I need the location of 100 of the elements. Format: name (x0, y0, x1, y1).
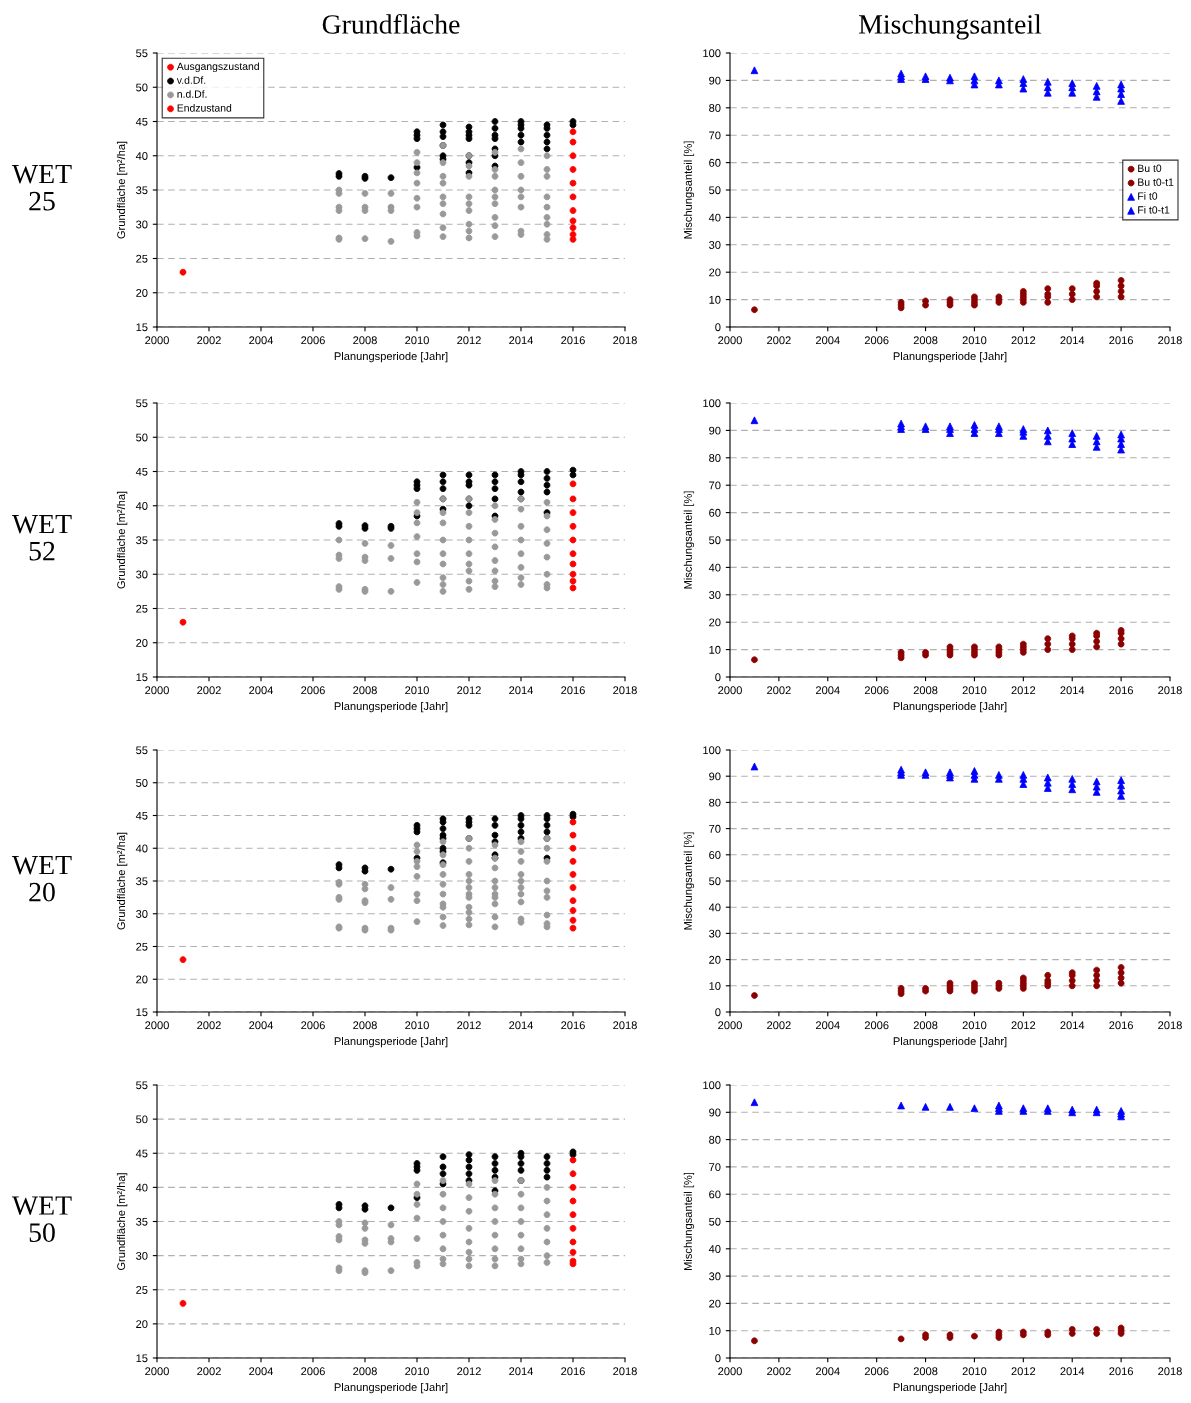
y-tick-label: 35 (136, 536, 148, 545)
x-tick-label: 2014 (509, 1367, 534, 1376)
x-tick-label: 2000 (718, 1367, 742, 1376)
text: WET 52 (11, 514, 72, 561)
x-tick-label: 2004 (815, 336, 840, 345)
x-tick-label: 2006 (301, 686, 325, 695)
y-tick-label: 80 (709, 104, 721, 112)
y-tick-label: 80 (709, 798, 721, 807)
y-tick-label: 10 (709, 982, 721, 990)
x-tick-label: 2002 (767, 336, 791, 345)
y-tick-label: 20 (709, 268, 721, 277)
x-axis-title: Planungsperiode [Jahr] (893, 701, 1007, 713)
legend-label: n.d.Df. (177, 90, 207, 98)
y-tick-label: 70 (709, 131, 721, 140)
y-tick-label: 45 (135, 1149, 148, 1158)
x-tick-label: 2018 (1158, 336, 1182, 345)
y-tick-label: 15 (136, 1008, 148, 1017)
y-tick-label: 100 (703, 49, 721, 58)
legend-label: Bu t0 (1138, 164, 1162, 172)
x-tick-label: 2014 (1060, 1367, 1085, 1376)
x-tick-label: 2016 (561, 1021, 585, 1030)
x-tick-label: 2008 (353, 686, 377, 695)
legend-label: Endzustand (177, 104, 232, 112)
y-tick-label: 20 (709, 955, 721, 964)
legend-label: v.d.Df. (176, 76, 206, 84)
y-tick-label: 30 (709, 929, 721, 938)
y-tick-label: 90 (709, 76, 721, 85)
y-tick-label: 25 (136, 942, 148, 951)
y-tick-label: 45 (135, 467, 148, 476)
y-tick-label: 50 (709, 186, 721, 195)
x-tick-label: 2000 (718, 1021, 742, 1030)
y-tick-label: 55 (136, 1081, 148, 1090)
x-tick-label: 2018 (613, 1021, 637, 1030)
y-tick-label: 55 (136, 399, 148, 408)
y-tick-label: 20 (136, 1320, 148, 1329)
x-tick-label: 2012 (457, 1021, 481, 1030)
y-tick-label: 40 (135, 844, 148, 853)
y-tick-label: 20 (136, 975, 148, 984)
y-tick-label: 40 (135, 502, 148, 510)
y-tick-label: 100 (703, 746, 721, 755)
x-tick-label: 2002 (767, 1367, 791, 1376)
y-tick-label: 40 (708, 563, 721, 572)
y-tick-label: 35 (136, 877, 148, 886)
y-axis-title: Mischungsanteil [%] (683, 491, 695, 589)
x-tick-label: 2006 (864, 1367, 889, 1376)
y-tick-label: 50 (709, 877, 721, 886)
x-tick-label: 2012 (1011, 1367, 1036, 1376)
x-tick-label: 2016 (1109, 1021, 1133, 1030)
x-tick-label: 2002 (197, 686, 221, 695)
chart-title: Grundfläche (322, 14, 460, 34)
y-tick-label: 35 (136, 1217, 148, 1226)
y-tick-label: 40 (135, 1183, 148, 1192)
y-axis-title: Mischungsanteil [%] (683, 141, 695, 239)
x-tick-label: 2018 (613, 336, 637, 345)
y-tick-label: 30 (709, 1272, 721, 1281)
y-tick-label: 50 (136, 1115, 148, 1124)
y-tick-label: 10 (709, 1326, 721, 1335)
y-tick-label: 70 (709, 1163, 721, 1172)
y-tick-label: 30 (136, 1251, 148, 1260)
x-tick-label: 2002 (767, 686, 791, 695)
y-tick-label: 0 (715, 1354, 721, 1363)
x-tick-label: 2006 (864, 336, 889, 345)
legend-label: Ausgangszustand (176, 62, 259, 73)
x-tick-label: 2010 (962, 1021, 987, 1030)
y-tick-label: 0 (715, 1008, 721, 1017)
y-tick-label: 50 (709, 536, 721, 545)
x-tick-label: 2004 (815, 1367, 840, 1376)
x-tick-label: 2012 (1011, 686, 1036, 695)
y-tick-label: 60 (709, 1190, 721, 1199)
y-tick-label: 50 (136, 83, 148, 92)
x-tick-label: 2008 (353, 336, 377, 345)
y-tick-label: 100 (703, 399, 721, 408)
x-axis-title: Planungsperiode [Jahr] (334, 1382, 448, 1394)
x-tick-label: 2008 (913, 1021, 938, 1030)
y-tick-label: 20 (136, 639, 148, 647)
y-axis-title: Grundfläche [m²/ha] (116, 832, 128, 930)
x-tick-label: 2000 (145, 686, 169, 695)
legend-label: Bu t0-t1 (1138, 178, 1174, 186)
x-tick-label: 2008 (353, 1367, 377, 1376)
y-tick-label: 45 (135, 117, 148, 126)
text: WET 20 (11, 855, 72, 902)
x-axis-title: Planungsperiode [Jahr] (334, 1036, 448, 1048)
x-tick-label: 2018 (1158, 686, 1182, 695)
y-tick-label: 80 (709, 454, 721, 462)
x-tick-label: 2000 (145, 336, 169, 345)
y-tick-label: 15 (136, 1354, 148, 1363)
y-axis-title: Grundfläche [m²/ha] (116, 1173, 128, 1271)
y-tick-label: 0 (715, 673, 721, 682)
text: WET 25 (11, 164, 72, 211)
y-tick-label: 90 (709, 1108, 721, 1117)
x-tick-label: 2004 (249, 1021, 274, 1030)
y-tick-label: 30 (709, 591, 721, 599)
x-tick-label: 2012 (457, 686, 481, 695)
x-tick-label: 2010 (962, 686, 987, 695)
y-tick-label: 50 (709, 1217, 721, 1226)
x-tick-label: 2016 (1109, 336, 1133, 345)
x-tick-label: 2000 (718, 336, 742, 345)
y-tick-label: 25 (136, 604, 148, 613)
y-tick-label: 55 (136, 746, 148, 755)
x-tick-label: 2004 (249, 1367, 274, 1376)
